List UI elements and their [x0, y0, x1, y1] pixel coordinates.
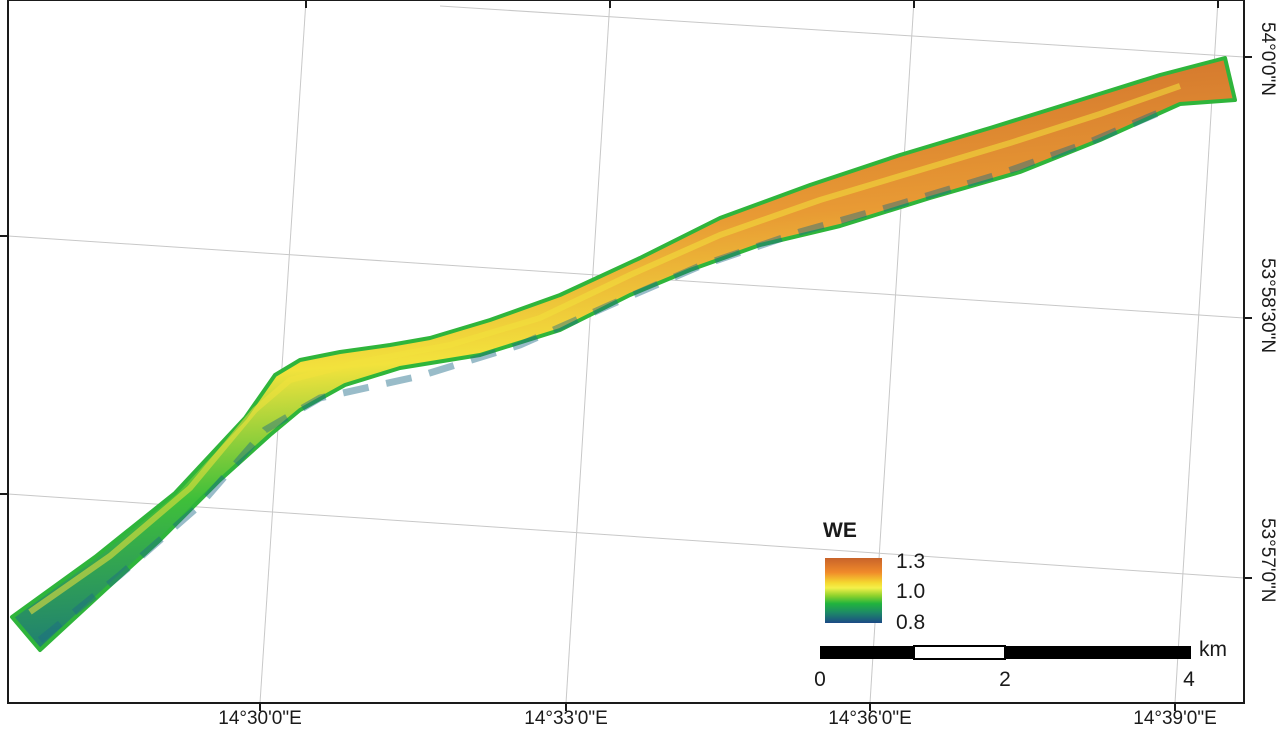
graticule-meridian-4	[1174, 0, 1219, 703]
graticule-meridian-2	[565, 0, 611, 703]
graticule-parallel-3	[8, 493, 1244, 579]
graticule-meridian-1	[259, 0, 307, 703]
river-strip-outline	[10, 56, 1237, 652]
legend-title: WE	[823, 519, 857, 542]
longitude-label-2: 14°33'0"E	[524, 708, 608, 729]
scale-unit-label: km	[1199, 638, 1227, 661]
scale-label-4: 4	[1183, 668, 1195, 691]
river-strip-shallow-band	[37, 104, 1172, 643]
longitude-label-4: 14°39'0"E	[1133, 708, 1217, 729]
river-strip-highlight	[28, 83, 1181, 615]
scale-bar-segment-3	[1005, 646, 1191, 659]
scale-bar-segment-1	[820, 646, 914, 659]
latitude-label-3: 53°57'0"N	[1257, 518, 1278, 603]
legend-max-label: 1.3	[896, 550, 926, 573]
legend-min-label: 0.8	[896, 611, 926, 634]
graticule-parallel-1	[439, 5, 1244, 58]
river-strip	[10, 56, 1237, 652]
latitude-label-1: 54°0'0"N	[1257, 22, 1278, 96]
longitude-label-3: 14°36'0"E	[828, 708, 912, 729]
scale-bar-segment-2	[913, 645, 1006, 660]
scale-label-2: 2	[999, 668, 1011, 691]
latitude-label-2: 53°58'30"N	[1257, 258, 1278, 354]
legend-mid-label: 1.0	[896, 580, 926, 603]
legend-color-ramp	[825, 558, 882, 623]
scale-bar	[820, 645, 1191, 660]
longitude-label-1: 14°30'0"E	[218, 708, 302, 729]
scale-label-0: 0	[814, 668, 826, 691]
map-frame	[0, 0, 1252, 711]
